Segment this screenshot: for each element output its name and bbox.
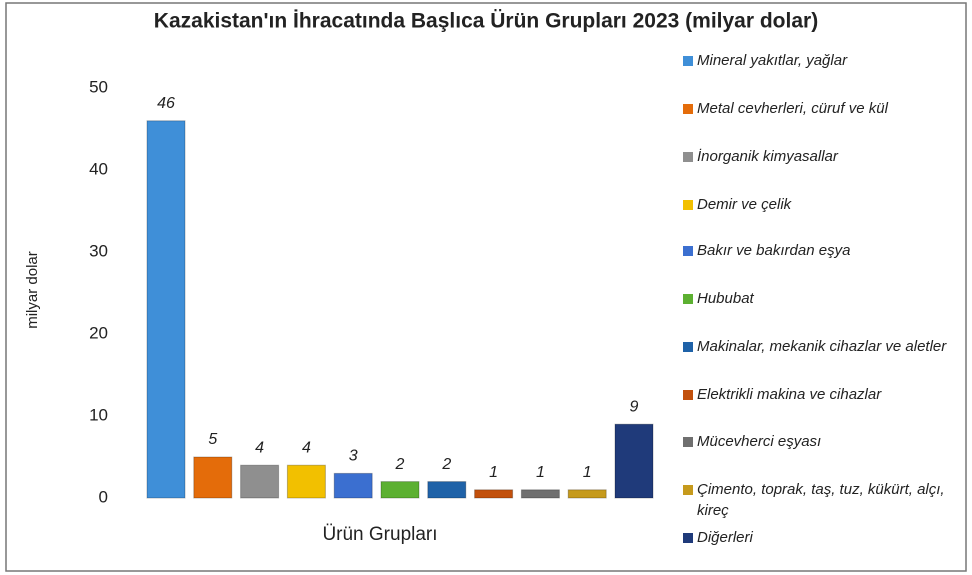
legend-label: Elektrikli makina ve cihazlar	[697, 386, 882, 403]
value-label: 5	[208, 431, 217, 448]
legend-label: Mineral yakıtlar, yağlar	[697, 52, 848, 69]
legend-swatch	[683, 246, 693, 256]
y-tick-label: 30	[89, 241, 108, 260]
legend-label: Çimento, toprak, taş, tuz, kükürt, alçı,…	[697, 481, 945, 519]
bar	[520, 489, 560, 499]
bar	[427, 481, 467, 499]
bar	[614, 423, 654, 499]
legend-label: İnorganik kimyasallar	[697, 148, 838, 165]
bar	[193, 456, 233, 499]
value-label: 9	[630, 398, 639, 415]
legend-item: Metal cevherleri, cüruf ve kül	[683, 98, 953, 119]
legend-swatch	[683, 390, 693, 400]
legend-swatch	[683, 533, 693, 543]
legend-swatch	[683, 485, 693, 495]
legend-label: Makinalar, mekanik cihazlar ve aletler	[697, 338, 947, 355]
legend-item: Makinalar, mekanik cihazlar ve aletler	[683, 336, 953, 357]
legend-item: Diğerleri	[683, 527, 953, 548]
legend-swatch	[683, 294, 693, 304]
value-label: 4	[255, 439, 264, 456]
value-label: 2	[441, 456, 451, 473]
legend-swatch	[683, 437, 693, 447]
y-tick-label: 50	[89, 77, 108, 96]
bar	[380, 481, 420, 499]
legend-label: Metal cevherleri, cüruf ve kül	[697, 100, 888, 117]
value-label: 2	[395, 456, 405, 473]
legend-item: Mücevherci eşyası	[683, 431, 953, 452]
y-tick-label: 40	[89, 159, 108, 178]
legend-label: Diğerleri	[697, 529, 753, 546]
legend-label: Mücevherci eşyası	[697, 433, 822, 450]
bar	[146, 120, 186, 499]
legend-swatch	[683, 152, 693, 162]
bar	[240, 464, 280, 499]
legend-item: Bakır ve bakırdan eşya	[683, 240, 953, 261]
legend-item: Çimento, toprak, taş, tuz, kükürt, alçı,…	[683, 479, 953, 521]
legend-label: Hububat	[697, 290, 754, 307]
legend-label: Demir ve çelik	[697, 196, 792, 213]
legend-item: Mineral yakıtlar, yağlar	[683, 50, 953, 71]
bar	[567, 489, 607, 499]
y-tick-label: 20	[89, 323, 108, 342]
bar	[333, 472, 373, 499]
legend-item: Hububat	[683, 288, 953, 309]
legend-swatch	[683, 200, 693, 210]
legend-swatch	[683, 56, 693, 66]
x-axis-label: Ürün Grupları	[322, 524, 437, 545]
value-label: 46	[157, 95, 175, 112]
legend-swatch	[683, 104, 693, 114]
legend-item: Elektrikli makina ve cihazlar	[683, 384, 953, 405]
legend-item: İnorganik kimyasallar	[683, 146, 953, 167]
value-label: 1	[583, 464, 592, 481]
value-label: 1	[536, 464, 545, 481]
legend-label: Bakır ve bakırdan eşya	[697, 242, 851, 259]
y-axis-label: milyar dolar	[24, 251, 41, 329]
value-label: 1	[489, 464, 498, 481]
chart-title: Kazakistan'ın İhracatında Başlıca Ürün G…	[154, 10, 818, 33]
bar	[474, 489, 514, 499]
legend-swatch	[683, 342, 693, 352]
legend-item: Demir ve çelik	[683, 194, 953, 215]
y-tick-label: 0	[99, 487, 108, 506]
value-label: 3	[349, 448, 358, 465]
bar	[286, 464, 326, 499]
frame	[5, 2, 967, 572]
value-label: 4	[302, 439, 311, 456]
y-tick-label: 10	[89, 405, 108, 424]
